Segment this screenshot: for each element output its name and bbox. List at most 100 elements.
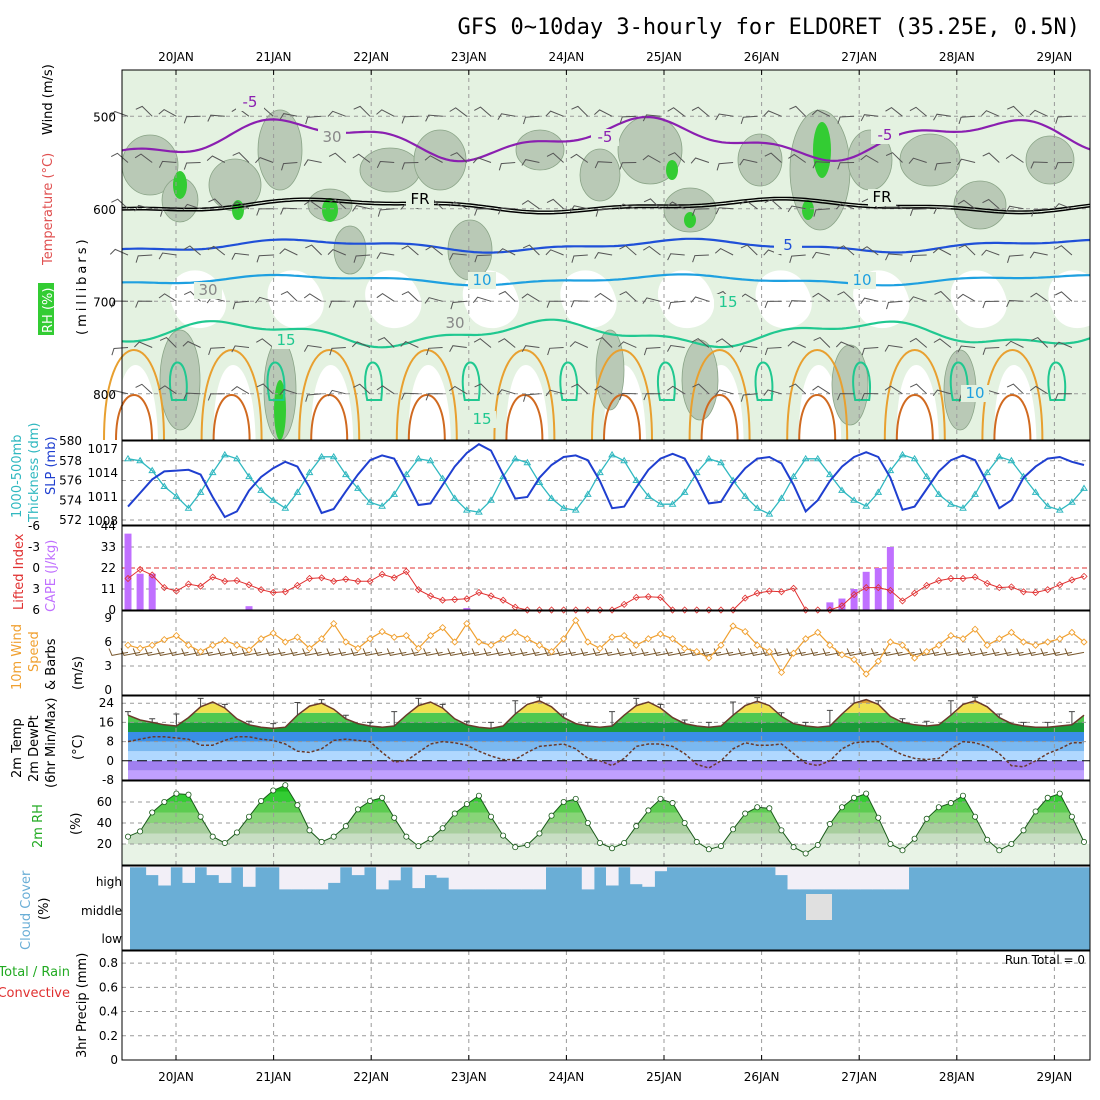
wind-speed-point: [959, 635, 967, 643]
precip-panel: 0.8 0.6 0.4 0.2 0 Total / Rain Convective 3h…: [0, 951, 1090, 1067]
upper-wind-barb: [401, 115, 419, 124]
wind-speed-point: [245, 646, 253, 654]
upper-wind-barb: [521, 293, 540, 302]
upper-wind-barb: [764, 300, 782, 309]
lifted-index-point: [414, 586, 422, 594]
lifted-index-point: [983, 579, 991, 587]
upper-wind-barb: [813, 337, 831, 348]
surface-wind-barb: [169, 648, 189, 656]
dry-patch: [365, 270, 422, 329]
wind-speed-point: [777, 668, 786, 677]
bottom-date-label: 24JAN: [549, 1070, 585, 1084]
surface-wind-barb: [544, 648, 564, 656]
upper-wind-barb: [934, 162, 951, 171]
upper-wind-barb: [328, 198, 347, 210]
upper-wind-barb: [594, 161, 613, 169]
upper-wind-barb: [303, 293, 322, 302]
surface-wind-barb: [1052, 648, 1072, 656]
thickness-point: [378, 502, 387, 509]
rh2m-point: [137, 828, 144, 835]
upper-wind-barb: [255, 296, 274, 304]
rh2m-point: [1081, 838, 1088, 845]
cloud-high-gap: [630, 866, 643, 885]
minmax-whisker: [633, 697, 640, 706]
upper-wind-barb: [909, 208, 927, 216]
wind-speed-point: [1007, 628, 1016, 637]
upper-wind-barb: [787, 340, 806, 348]
surface-wind-barb: [749, 648, 770, 656]
upper-wind-barb: [571, 105, 589, 117]
precip-ticks: 0.8 0.6 0.4 0.2 0: [99, 956, 118, 1067]
wind-speed-point: [378, 627, 386, 636]
upper-wind-barb: [690, 157, 710, 164]
wind-speed-point: [523, 635, 531, 643]
rh2m-point: [717, 843, 724, 850]
upper-wind-barb: [376, 252, 395, 260]
minmax-whisker: [996, 713, 1003, 718]
cape-tick-label: 44: [101, 519, 116, 533]
minmax-whisker: [197, 697, 204, 707]
wind-speed-point: [257, 635, 265, 643]
rh2m-point: [524, 842, 531, 849]
thickness-point: [257, 486, 265, 493]
pressure-tick-label: 600: [93, 203, 116, 217]
contour-25: [505, 394, 544, 441]
surface-wind-barb: [374, 648, 395, 656]
rh2m-point: [705, 846, 712, 853]
lifted-index-point: [838, 602, 846, 610]
upper-wind-barb: [498, 162, 516, 171]
rh2m-point: [572, 795, 579, 802]
rh-tick-label: 40: [97, 816, 112, 830]
thickness-point: [983, 468, 992, 476]
thickness-point: [1068, 498, 1076, 505]
lifted-index-point: [209, 573, 217, 581]
minmax-whisker: [584, 721, 591, 726]
thickness-point: [559, 504, 568, 511]
temp-band: [128, 732, 1084, 742]
thickness-point: [753, 504, 762, 511]
thickness-point: [1043, 502, 1052, 509]
cloud-high-gap: [279, 866, 292, 890]
minmax-whisker: [318, 699, 325, 704]
cloud-high-gap: [835, 866, 849, 890]
wind-speed-point: [656, 630, 665, 638]
cloud-high-gap: [460, 866, 474, 890]
upper-wind-barb: [353, 254, 371, 263]
surface-wind-barb: [386, 648, 407, 656]
upper-wind-barb: [135, 300, 153, 308]
surface-wind-barb: [398, 648, 419, 656]
surface-wind-barb: [241, 648, 262, 656]
top-date-label: 24JAN: [549, 50, 585, 64]
upper-wind-barb: [982, 152, 1000, 163]
cloud-high-gap: [799, 866, 813, 890]
cloud-high-gap: [388, 866, 401, 881]
moist-region: [359, 147, 421, 193]
cloud-high-gap: [484, 866, 498, 890]
upper-wind-barb: [715, 338, 734, 348]
upper-wind-barb: [474, 106, 492, 117]
cloud-high-gap: [956, 866, 970, 868]
upper-wind-barb: [303, 159, 322, 166]
rh2m-point: [1068, 813, 1075, 820]
li-tick-label: 3: [32, 582, 40, 596]
lifted-index-point: [874, 584, 882, 592]
upper-wind-barb: [643, 245, 661, 256]
wind-speed-point: [426, 631, 435, 640]
lifted-index-point: [947, 574, 955, 583]
upper-wind-barbs: [109, 105, 1073, 402]
thickness-point: [571, 506, 580, 513]
upper-wind-barb: [643, 393, 661, 401]
rh2m-point: [1020, 827, 1027, 834]
thickness-point: [1055, 506, 1064, 513]
upper-wind-barb: [594, 252, 613, 259]
wind-label: Wind (m/s): [41, 64, 56, 135]
contour-20: [591, 349, 653, 441]
wind-speed-point: [438, 623, 447, 632]
wind-speed-point: [572, 616, 580, 625]
dry-patch: [950, 270, 1008, 329]
precip-tick-label: 0.2: [99, 1029, 118, 1043]
thickness-point: [414, 454, 423, 462]
upper-wind-barb: [715, 389, 734, 396]
cloud-bars: [121, 866, 1091, 950]
